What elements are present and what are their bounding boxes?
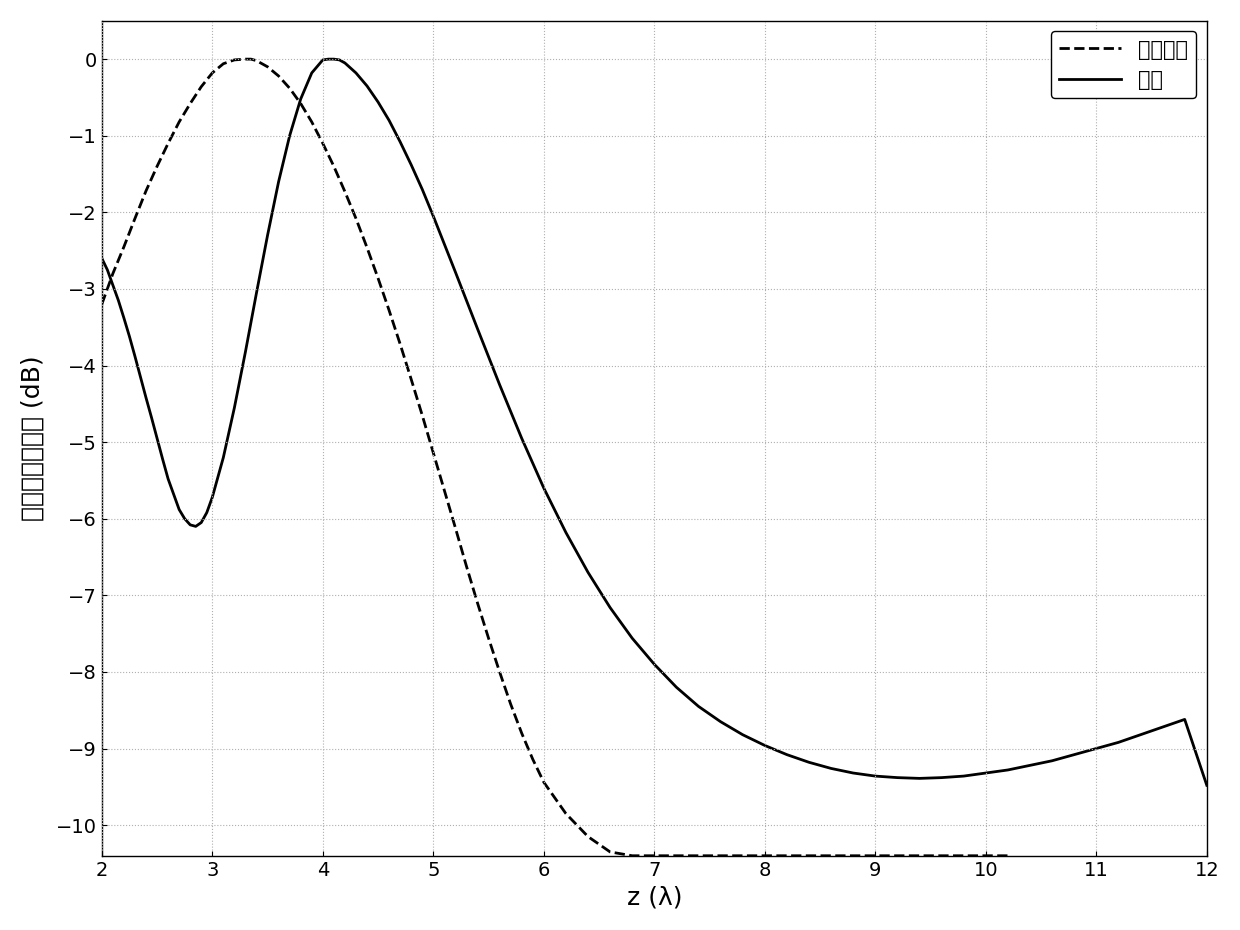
均匀密布: [415, 410, 430, 421]
均匀密布: [304, 116, 319, 127]
稀布: [337, 58, 352, 69]
稀布: [166, 488, 181, 499]
Y-axis label: 归一化电场强度 (dB): 归一化电场强度 (dB): [21, 355, 45, 521]
Line: 均匀密布: 均匀密布: [102, 60, 1008, 856]
均匀密布: [436, 485, 451, 496]
稀布: [260, 230, 275, 241]
稀布: [94, 253, 109, 264]
Line: 稀布: 稀布: [102, 60, 1207, 785]
稀布: [1199, 779, 1214, 790]
均匀密布: [603, 846, 618, 857]
均匀密布: [238, 54, 253, 65]
均匀密布: [625, 850, 640, 861]
均匀密布: [283, 83, 298, 94]
均匀密布: [1001, 850, 1016, 861]
稀布: [122, 331, 136, 342]
X-axis label: z (λ): z (λ): [626, 885, 682, 910]
稀布: [321, 54, 336, 65]
稀布: [735, 729, 750, 740]
稀布: [404, 159, 419, 170]
均匀密布: [978, 850, 993, 861]
均匀密布: [94, 299, 109, 310]
Legend: 均匀密布, 稀布: 均匀密布, 稀布: [1050, 32, 1197, 99]
